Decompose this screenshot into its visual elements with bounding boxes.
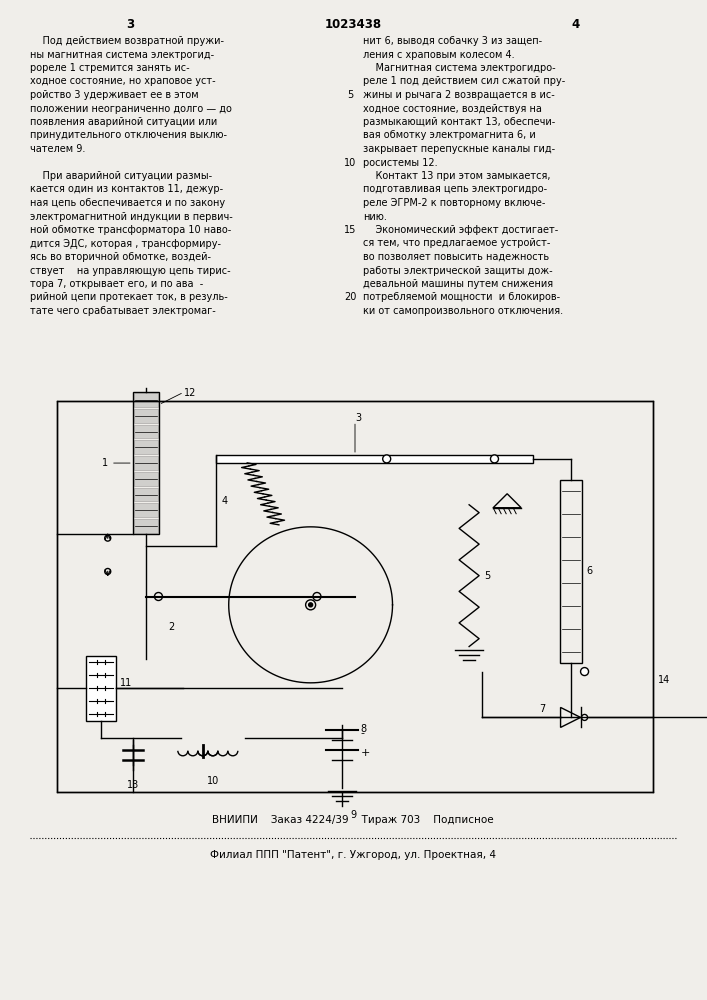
Text: вая обмотку электромагнита 6, и: вая обмотку электромагнита 6, и: [363, 130, 536, 140]
Text: 13: 13: [127, 780, 139, 790]
Text: 8: 8: [361, 724, 366, 734]
Text: ная цепь обеспечивается и по закону: ная цепь обеспечивается и по закону: [30, 198, 225, 208]
Text: реле ЭГРМ-2 к повторному включе-: реле ЭГРМ-2 к повторному включе-: [363, 198, 545, 208]
Text: 14: 14: [658, 675, 670, 685]
Text: нию.: нию.: [363, 212, 387, 222]
Text: +: +: [361, 748, 370, 758]
Text: 2: 2: [168, 622, 174, 632]
Text: ся тем, что предлагаемое устройст-: ся тем, что предлагаемое устройст-: [363, 238, 550, 248]
Text: тате чего срабатывает электромаг-: тате чего срабатывает электромаг-: [30, 306, 216, 316]
Bar: [134, 393, 158, 407]
Bar: [216, 455, 532, 463]
Text: 1023438: 1023438: [325, 18, 382, 31]
Text: Под действием возвратной пружи-: Под действием возвратной пружи-: [30, 36, 224, 46]
Text: Филиал ППП "Патент", г. Ужгород, ул. Проектная, 4: Филиал ППП "Патент", г. Ужгород, ул. Про…: [210, 850, 496, 860]
Text: электромагнитной индукции в первич-: электромагнитной индукции в первич-: [30, 212, 233, 222]
Circle shape: [491, 455, 498, 463]
Circle shape: [309, 603, 312, 607]
Text: 5: 5: [347, 90, 353, 100]
Text: 1: 1: [102, 458, 107, 468]
Text: 11: 11: [120, 678, 133, 688]
Text: ной обмотке трансформатора 10 наво-: ной обмотке трансформатора 10 наво-: [30, 225, 231, 235]
Text: 10: 10: [344, 157, 356, 167]
Text: 12: 12: [184, 388, 197, 398]
Text: подготавливая цепь электрогидро-: подготавливая цепь электрогидро-: [363, 184, 547, 194]
Text: ройство 3 удерживает ее в этом: ройство 3 удерживает ее в этом: [30, 90, 199, 100]
Text: ны магнитная система электрогид-: ны магнитная система электрогид-: [30, 49, 214, 60]
Text: 10: 10: [206, 776, 219, 786]
Text: 20: 20: [344, 292, 356, 302]
Bar: [57, 401, 653, 792]
Text: потребляемой мощности  и блокиров-: потребляемой мощности и блокиров-: [363, 292, 560, 302]
Text: рийной цепи протекает ток, в резуль-: рийной цепи протекает ток, в резуль-: [30, 292, 228, 302]
Text: положении неограниченно долго — до: положении неограниченно долго — до: [30, 104, 232, 113]
Text: кается один из контактов 11, дежур-: кается один из контактов 11, дежур-: [30, 184, 223, 194]
Bar: [86, 656, 117, 721]
Text: тора 7, открывает его, и по ава  -: тора 7, открывает его, и по ава -: [30, 279, 203, 289]
Text: ясь во вторичной обмотке, воздей-: ясь во вторичной обмотке, воздей-: [30, 252, 211, 262]
Text: закрывает перепускные каналы гид-: закрывает перепускные каналы гид-: [363, 144, 555, 154]
Text: -: -: [361, 728, 364, 738]
Text: ходное состояние, но храповое уст-: ходное состояние, но храповое уст-: [30, 77, 216, 87]
Bar: [134, 425, 158, 438]
Text: дится ЭДС, которая , трансформиру-: дится ЭДС, которая , трансформиру-: [30, 238, 221, 249]
Text: ки от самопроизвольного отключения.: ки от самопроизвольного отключения.: [363, 306, 563, 316]
Text: 4: 4: [572, 18, 580, 31]
Text: 15: 15: [344, 225, 356, 235]
Text: появления аварийной ситуации или: появления аварийной ситуации или: [30, 117, 217, 127]
Text: размыкающий контакт 13, обеспечи-: размыкающий контакт 13, обеспечи-: [363, 117, 555, 127]
Text: Экономический эффект достигает-: Экономический эффект достигает-: [363, 225, 559, 235]
Circle shape: [582, 714, 588, 720]
Text: 3: 3: [126, 18, 134, 31]
Text: росистемы 12.: росистемы 12.: [363, 157, 438, 167]
Text: 3: 3: [355, 413, 361, 423]
Text: реле 1 под действием сил сжатой пру-: реле 1 под действием сил сжатой пру-: [363, 77, 566, 87]
Text: 5: 5: [484, 571, 491, 581]
Bar: [134, 503, 158, 517]
Text: ВНИИПИ    Заказ 4224/39    Тираж 703    Подписное: ВНИИПИ Заказ 4224/39 Тираж 703 Подписное: [212, 815, 493, 825]
Text: 9: 9: [351, 810, 356, 820]
Text: 7: 7: [539, 704, 545, 714]
Bar: [134, 440, 158, 454]
Text: ходное состояние, воздействуя на: ходное состояние, воздействуя на: [363, 104, 542, 113]
Text: Контакт 13 при этом замыкается,: Контакт 13 при этом замыкается,: [363, 171, 551, 181]
Bar: [134, 456, 158, 470]
Bar: [134, 472, 158, 486]
Bar: [134, 488, 158, 501]
Text: ствует    на управляющую цепь тирис-: ствует на управляющую цепь тирис-: [30, 265, 230, 275]
Text: чателем 9.: чателем 9.: [30, 144, 86, 154]
Text: 4: 4: [222, 496, 228, 506]
Text: жины и рычага 2 возвращается в ис-: жины и рычага 2 возвращается в ис-: [363, 90, 555, 100]
Text: работы электрической защиты дож-: работы электрической защиты дож-: [363, 265, 553, 275]
Bar: [559, 480, 582, 663]
Circle shape: [580, 668, 588, 676]
Text: принудительного отключения выклю-: принудительного отключения выклю-: [30, 130, 227, 140]
Circle shape: [382, 455, 391, 463]
Bar: [133, 392, 159, 534]
Text: Магнитная система электрогидро-: Магнитная система электрогидро-: [363, 63, 556, 73]
Text: девальной машины путем снижения: девальной машины путем снижения: [363, 279, 553, 289]
Text: рореле 1 стремится занять ис-: рореле 1 стремится занять ис-: [30, 63, 189, 73]
Text: 6: 6: [587, 566, 592, 576]
Text: во позволяет повысить надежность: во позволяет повысить надежность: [363, 252, 549, 262]
Text: ления с храповым колесом 4.: ления с храповым колесом 4.: [363, 49, 515, 60]
Text: нит 6, выводя собачку 3 из защеп-: нит 6, выводя собачку 3 из защеп-: [363, 36, 542, 46]
Bar: [134, 519, 158, 533]
Bar: [134, 409, 158, 423]
Text: При аварийной ситуации размы-: При аварийной ситуации размы-: [30, 171, 212, 181]
